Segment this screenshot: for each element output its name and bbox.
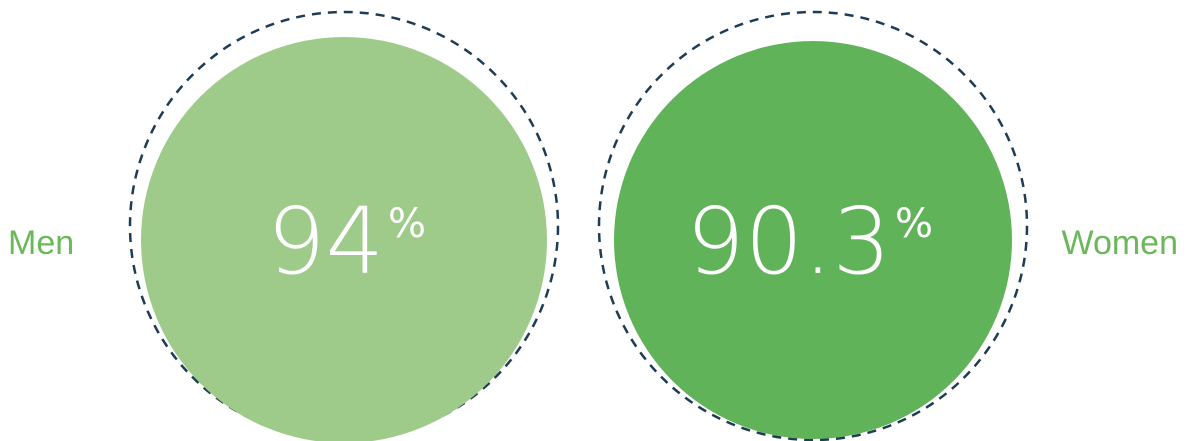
women-value-circle (614, 41, 1012, 439)
women-group: 90.3 % Women (597, 10, 1178, 441)
men-group: 94 % Men (8, 10, 560, 441)
men-label: Men (8, 224, 74, 262)
men-value-unit: % (388, 201, 426, 247)
men-value-circle (141, 37, 547, 441)
women-value-unit: % (895, 201, 933, 247)
women-value-text: 90.3 (686, 188, 891, 295)
women-label: Women (1061, 224, 1178, 262)
men-value-text: 94 (267, 188, 384, 295)
women-value-number: 90.3 (686, 188, 891, 295)
women-outline-ring (597, 10, 1029, 441)
men-value-number: 94 (267, 188, 384, 295)
